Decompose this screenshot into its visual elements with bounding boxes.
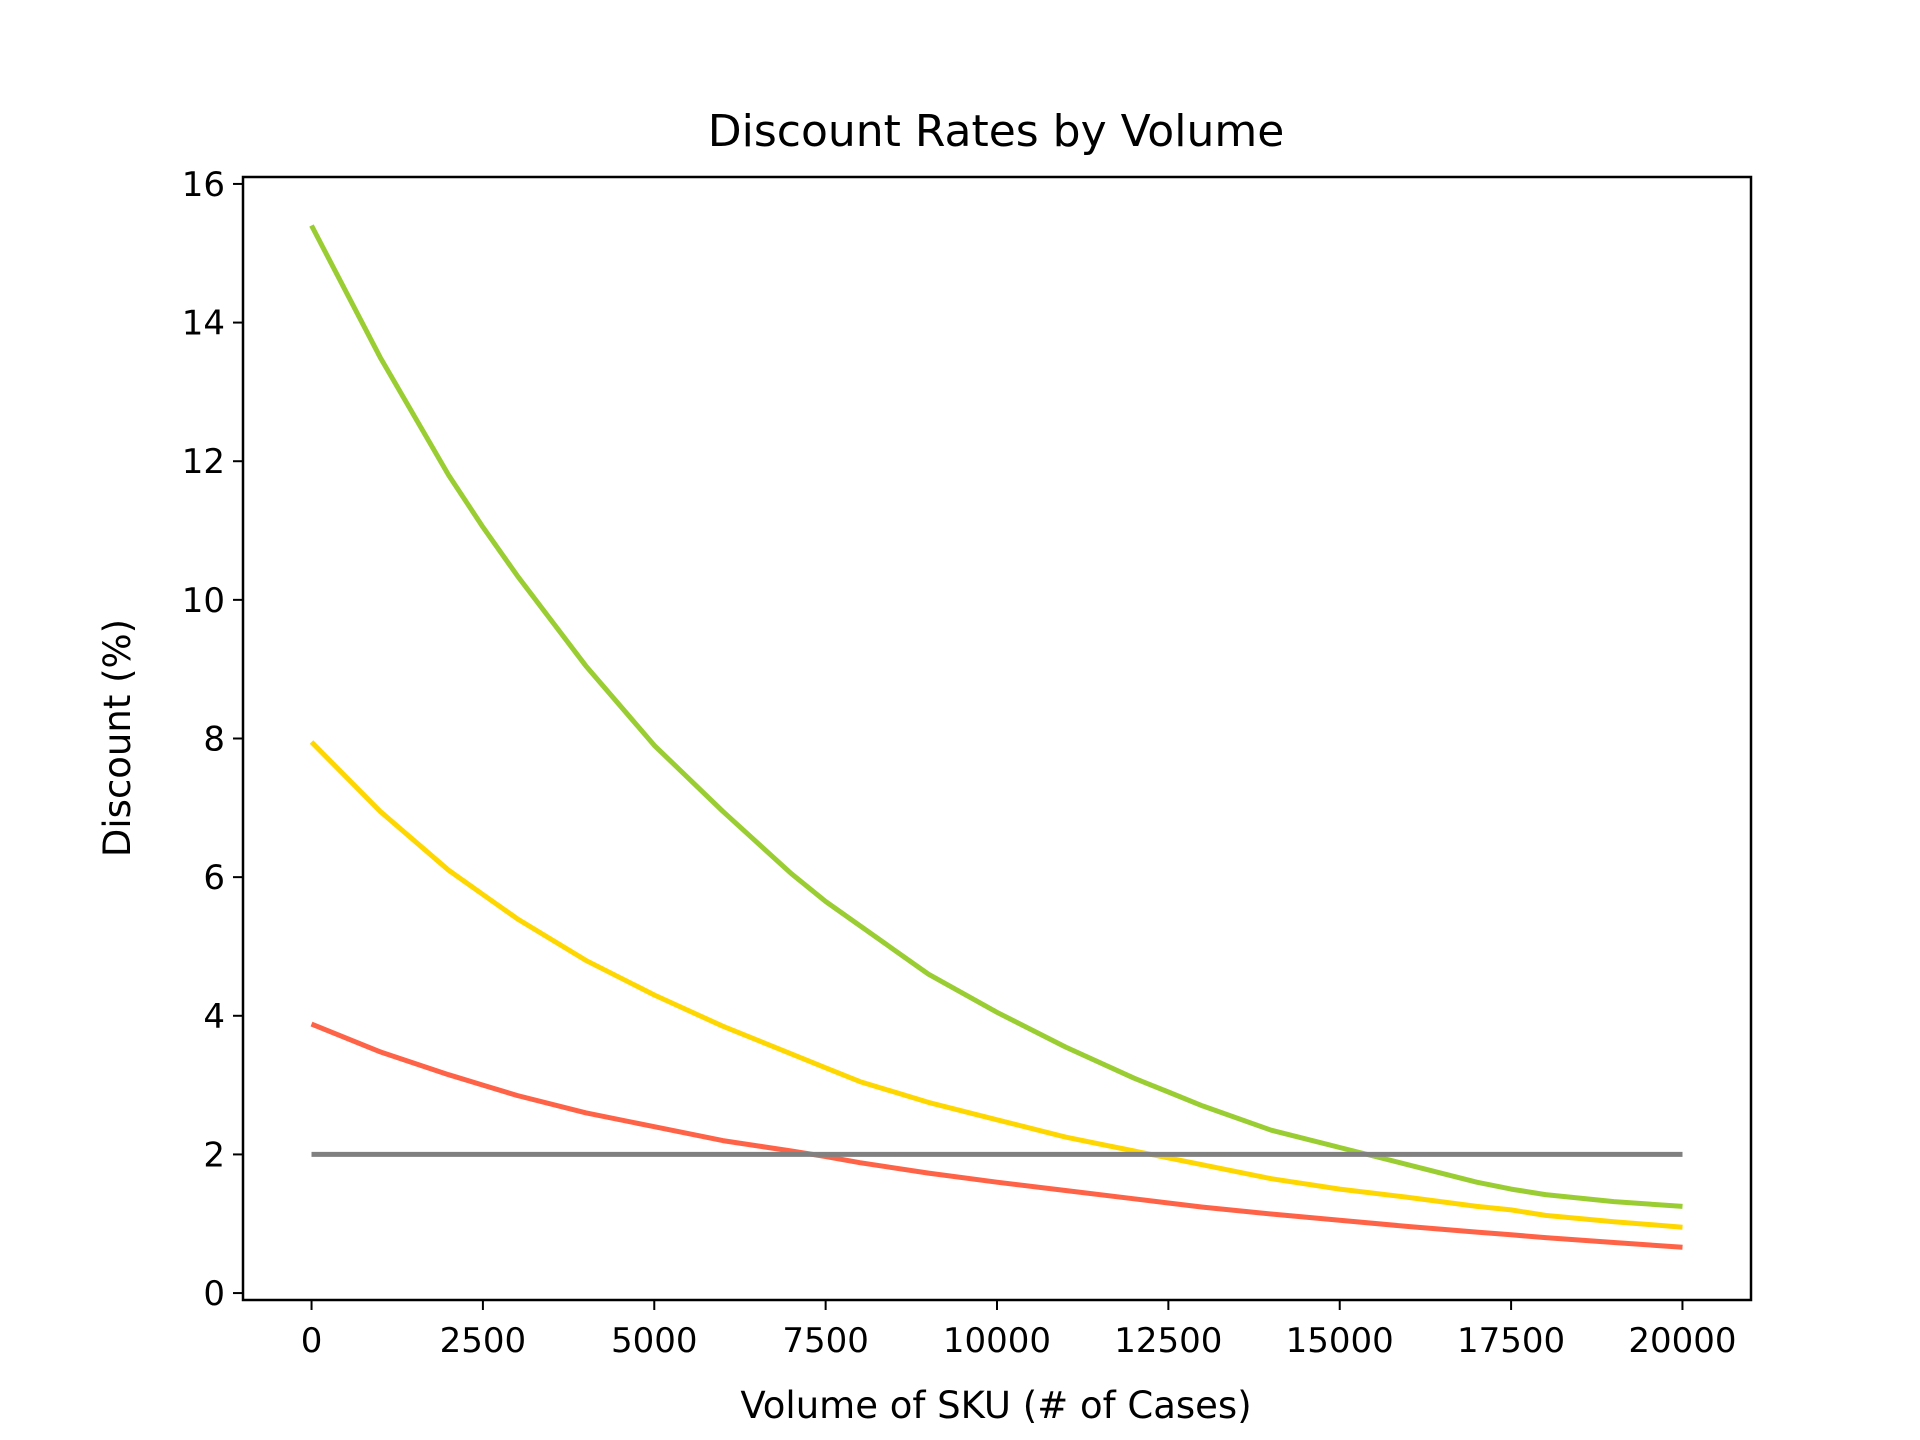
y-tick-label: 10	[182, 581, 225, 621]
x-axis-title: Volume of SKU (# of Cases)	[740, 1384, 1251, 1427]
series-layer	[309, 224, 1683, 1250]
y-axis-title: Discount (%)	[96, 619, 139, 857]
x-tick-label: 15000	[1286, 1321, 1394, 1361]
x-tick-label: 0	[301, 1321, 323, 1361]
series-line-2	[309, 740, 1683, 1230]
series-line-1	[309, 224, 1683, 1209]
y-tick-label: 8	[203, 720, 225, 760]
x-tick-label: 5000	[611, 1321, 698, 1361]
y-tick-label: 0	[203, 1274, 225, 1314]
x-tick-label: 7500	[782, 1321, 869, 1361]
x-tick-label: 17500	[1457, 1321, 1565, 1361]
series-line-3	[310, 1021, 1683, 1250]
y-tick-label: 6	[203, 858, 225, 898]
y-tick-label: 16	[182, 165, 225, 205]
x-axis: 0 2500 5000 7500 10000 12500 15000 17500 20000	[301, 1300, 1737, 1361]
chart-title: Discount Rates by Volume	[708, 106, 1285, 157]
y-axis: 0 2 4 6 8 10 12 14 16	[182, 165, 243, 1314]
y-tick-label: 4	[203, 997, 225, 1037]
y-tick-label: 2	[203, 1135, 225, 1175]
x-tick-label: 2500	[440, 1321, 527, 1361]
y-tick-label: 14	[182, 304, 225, 344]
x-tick-label: 10000	[943, 1321, 1051, 1361]
y-tick-label: 12	[182, 442, 225, 482]
x-tick-label: 12500	[1114, 1321, 1222, 1361]
x-tick-label: 20000	[1628, 1321, 1736, 1361]
